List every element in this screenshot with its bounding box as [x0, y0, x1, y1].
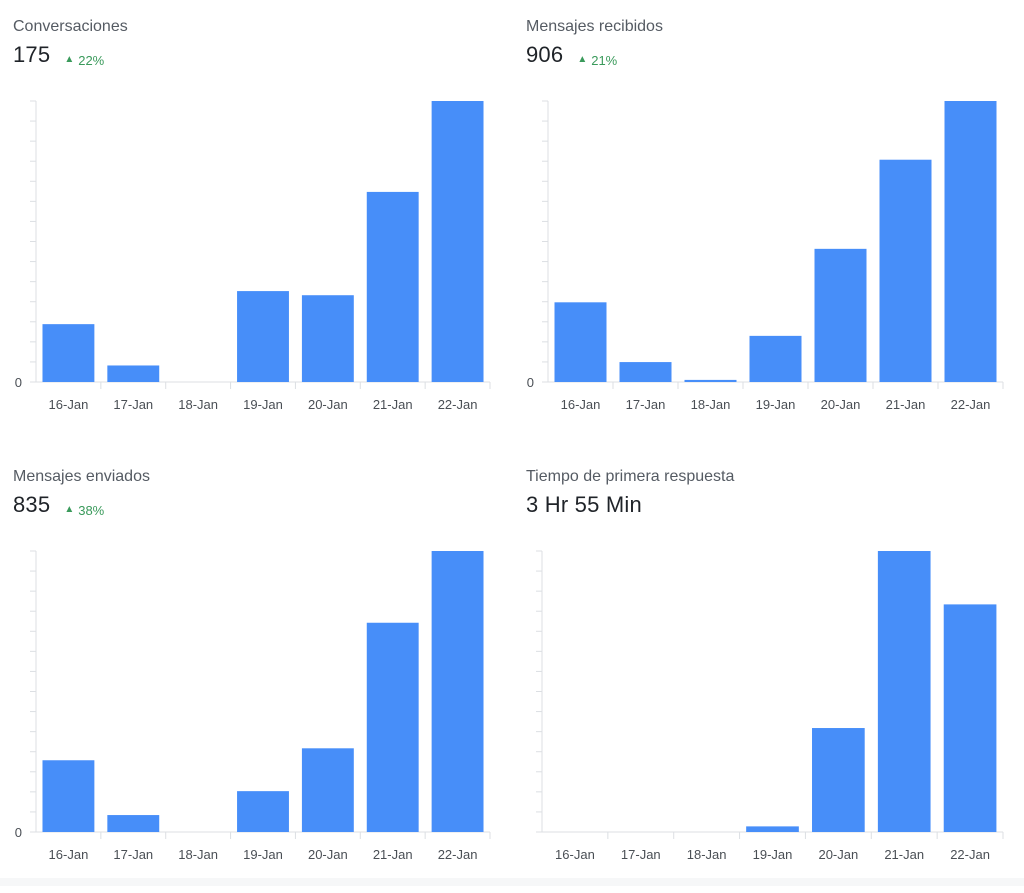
x-tick-label: 22-Jan — [438, 847, 478, 862]
x-tick-label: 18-Jan — [178, 397, 218, 412]
x-tick-label: 17-Jan — [621, 847, 661, 862]
x-tick-label: 17-Jan — [113, 847, 153, 862]
bar-16-Jan — [42, 760, 95, 832]
panel-value: 3 Hr 55 Min — [526, 492, 642, 517]
x-tick-label: 16-Jan — [561, 397, 601, 412]
x-tick-label: 16-Jan — [49, 397, 89, 412]
panel-title: Mensajes enviados — [13, 468, 150, 485]
up-triangle-icon: ▲ — [577, 54, 588, 65]
panel-value: 835 — [13, 492, 51, 517]
bar-16-Jan — [554, 302, 607, 382]
bar-19-Jan — [749, 335, 802, 382]
panel-title: Tiempo de primera respuesta — [526, 468, 735, 485]
x-tick-label: 19-Jan — [753, 847, 793, 862]
x-tick-label: 20-Jan — [818, 847, 858, 862]
panel-value-row: 835 ▲ 38% — [13, 492, 104, 518]
panel-mensajes-enviados: Mensajes enviados 835 ▲ 38% 0 16-Jan 17-Ja… — [0, 450, 512, 893]
x-tick-label: 19-Jan — [756, 397, 796, 412]
x-tick-label: 22-Jan — [951, 397, 991, 412]
x-tick-label: 18-Jan — [691, 397, 731, 412]
panel-value-row: 3 Hr 55 Min — [526, 492, 642, 518]
delta-value: 21% — [591, 52, 618, 68]
bar-18-Jan — [684, 379, 737, 382]
bar-20-Jan — [812, 728, 865, 832]
up-triangle-icon: ▲ — [64, 54, 75, 65]
panel-title: Mensajes recibidos — [526, 18, 663, 35]
panel-mensajes-recibidos: Mensajes recibidos 906 ▲ 21% 0 16-Jan 17-J… — [512, 0, 1024, 443]
delta-badge: ▲ 21% — [577, 53, 617, 68]
x-tick-label: 22-Jan — [438, 397, 478, 412]
x-tick-label: 19-Jan — [243, 847, 283, 862]
bar-16-Jan — [42, 324, 95, 382]
delta-badge: ▲ 38% — [64, 503, 104, 518]
x-tick-label: 21-Jan — [373, 847, 413, 862]
bar-20-Jan — [301, 295, 354, 382]
delta-value: 38% — [78, 502, 105, 518]
panel-value: 906 — [526, 42, 564, 67]
bar-21-Jan — [366, 622, 419, 832]
x-tick-label: 20-Jan — [308, 397, 348, 412]
bar-21-Jan — [877, 551, 931, 832]
bar-22-Jan — [943, 604, 997, 832]
x-tick-label: 19-Jan — [243, 397, 283, 412]
x-tick-label: 17-Jan — [626, 397, 666, 412]
delta-value: 22% — [78, 52, 105, 68]
bar-17-Jan — [107, 365, 160, 382]
bar-22-Jan — [944, 101, 997, 382]
y-tick-label: 0 — [15, 825, 22, 840]
bar-21-Jan — [879, 159, 932, 382]
panel-conversaciones: Conversaciones 175 ▲ 22% 0 16-Jan 17-Jan 18… — [0, 0, 512, 443]
bar-chart: 0 16-Jan 17-Jan 18-Jan 19-Jan 20-Jan 21-Jan 22-… — [15, 550, 491, 862]
bar-20-Jan — [301, 748, 354, 832]
bar-19-Jan — [237, 791, 289, 832]
bar-chart: 0 16-Jan 17-Jan 18-Jan 19-Jan 20-Jan 21-Jan 22-… — [527, 100, 1004, 412]
x-tick-label: 20-Jan — [308, 847, 348, 862]
x-tick-label: 21-Jan — [373, 397, 413, 412]
bar-22-Jan — [431, 551, 484, 832]
bar-chart: 16-Jan 17-Jan 18-Jan 19-Jan 20-Jan 21-Jan 22-J… — [536, 550, 1004, 862]
panel-tiempo-primera-respuesta: Tiempo de primera respuesta 3 Hr 55 Min … — [512, 450, 1024, 893]
bar-19-Jan — [746, 826, 799, 832]
bar-21-Jan — [366, 191, 419, 382]
bar-20-Jan — [814, 248, 867, 382]
bar-19-Jan — [237, 291, 289, 382]
x-tick-label: 22-Jan — [950, 847, 990, 862]
bar-22-Jan — [431, 101, 484, 382]
x-tick-label: 17-Jan — [113, 397, 153, 412]
x-tick-label: 18-Jan — [178, 847, 218, 862]
panel-value-row: 906 ▲ 21% — [526, 42, 617, 68]
x-tick-label: 16-Jan — [49, 847, 89, 862]
y-tick-label: 0 — [15, 375, 22, 390]
delta-badge: ▲ 22% — [64, 53, 104, 68]
x-tick-label: 16-Jan — [555, 847, 595, 862]
x-tick-label: 21-Jan — [884, 847, 924, 862]
x-tick-label: 20-Jan — [821, 397, 861, 412]
bar-17-Jan — [107, 815, 160, 832]
bar-17-Jan — [619, 362, 672, 382]
panel-value: 175 — [13, 42, 51, 67]
panel-title: Conversaciones — [13, 18, 128, 35]
x-tick-label: 21-Jan — [886, 397, 926, 412]
y-tick-label: 0 — [527, 375, 534, 390]
up-triangle-icon: ▲ — [64, 504, 75, 515]
bar-chart: 0 16-Jan 17-Jan 18-Jan 19-Jan 20-Jan 21-Jan 22-… — [15, 100, 491, 412]
panel-value-row: 175 ▲ 22% — [13, 42, 104, 68]
x-tick-label: 18-Jan — [687, 847, 727, 862]
footer-band — [0, 878, 1024, 886]
